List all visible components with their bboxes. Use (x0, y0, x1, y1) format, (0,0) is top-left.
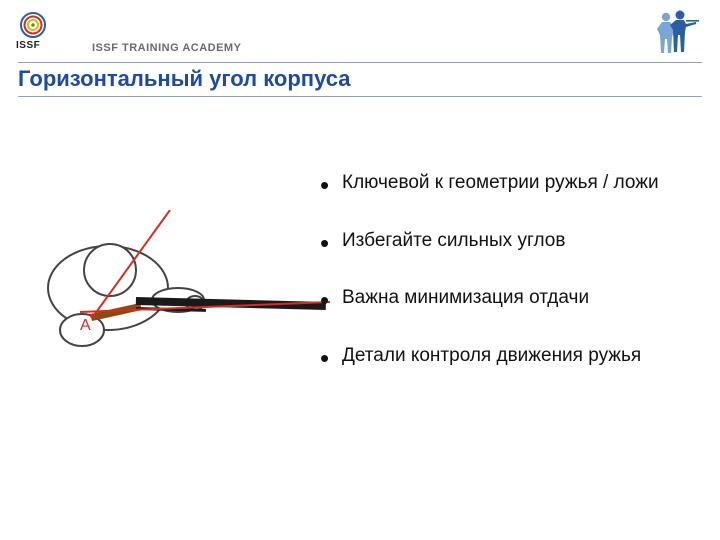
body-angle-diagram: A (30, 210, 330, 370)
list-item: Важна минимизация отдачи (320, 285, 690, 311)
list-item: Детали контроля движения ружья (320, 343, 690, 369)
shooter-silhouette-icon (650, 8, 700, 54)
list-item: Ключевой к геометрии ружья / ложи (320, 170, 690, 196)
slide-title: Горизонтальный угол корпуса (18, 66, 351, 92)
slide: ISSF ISSF TRAINING ACADEMY Горизонтальны… (0, 0, 720, 540)
bullet-list: Ключевой к геометрии ружья / ложи Избега… (320, 170, 690, 401)
angle-label: A (80, 317, 91, 334)
header-rule-top (18, 62, 702, 63)
list-item: Избегайте сильных углов (320, 228, 690, 254)
header-rule-bottom (18, 96, 702, 97)
academy-label: ISSF TRAINING ACADEMY (92, 42, 241, 54)
issf-logo-text: ISSF (16, 40, 40, 51)
header: ISSF ISSF TRAINING ACADEMY (0, 0, 720, 64)
issf-logo (18, 10, 48, 40)
